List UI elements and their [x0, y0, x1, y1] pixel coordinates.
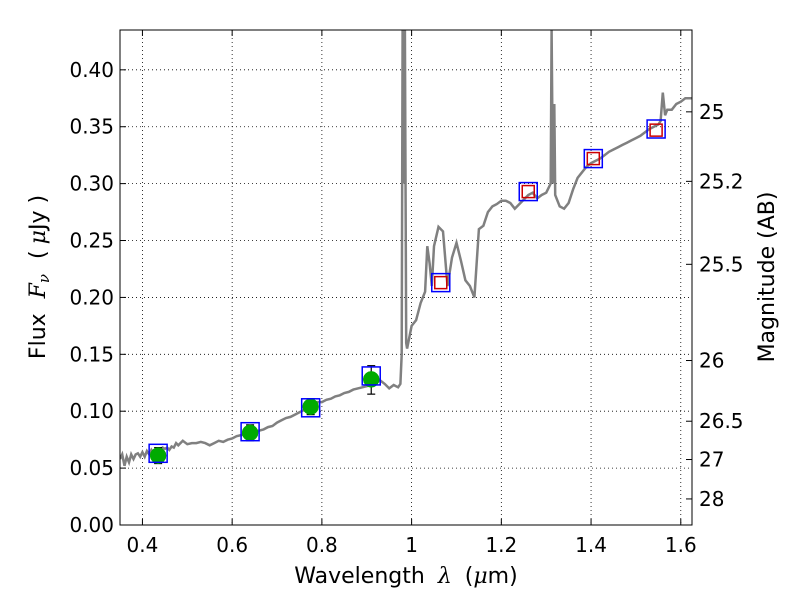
y-tick-label: 0.35 — [69, 115, 114, 139]
x-tick-label: 0.4 — [127, 533, 159, 557]
y-tick-label: 0.30 — [69, 172, 114, 196]
y-axis-label-symbol: F — [26, 282, 51, 299]
x-tick-label: 1 — [405, 533, 418, 557]
x-tick-label: 1.4 — [575, 533, 607, 557]
model-flux-square — [646, 119, 666, 139]
model-flux-square — [361, 366, 381, 386]
y2-tick-label: 25.5 — [699, 252, 744, 276]
y-tick-label: 0.10 — [69, 399, 114, 423]
y-tick-label: 0.40 — [69, 58, 114, 82]
prediction-square — [586, 151, 601, 166]
prediction-square — [521, 184, 536, 199]
y-axis-label-unit-rest: Jy ) — [26, 195, 51, 232]
x-tick-label: 1.2 — [485, 533, 517, 557]
observed-point — [302, 398, 319, 415]
y2-tick-label: 27 — [699, 448, 724, 472]
x-tick-label: 1.6 — [665, 533, 697, 557]
y2-tick-label: 28 — [699, 487, 724, 511]
observed-point — [362, 371, 380, 388]
y-axis-label: Flux Fν ( μJy ) — [26, 195, 55, 359]
x-axis-label-symbol: λ — [437, 564, 452, 589]
x-axis-label: Wavelength λ (μm) — [294, 564, 517, 589]
y-axis-label-symbol-sub: ν — [35, 274, 53, 283]
model-flux-square — [518, 181, 539, 202]
model-flux-square — [300, 398, 321, 418]
y2-tick-label: 26.5 — [699, 409, 744, 433]
axis-ticks: 0.4 0.6 0.8 1 1.2 1.4 1.6 0.00 0.05 0.10 0.15 0.20 0… — [69, 30, 744, 557]
x-axis-label-unit-symbol: μ — [473, 564, 487, 589]
model-flux-square — [583, 148, 604, 169]
x-tick-label: 0.6 — [216, 533, 248, 557]
y-tick-label: 0.00 — [69, 513, 114, 537]
y2-tick-label: 25 — [699, 100, 724, 124]
plot-frame — [119, 29, 693, 526]
y-axis-label-unit-open: ( — [26, 250, 51, 259]
y-axis-label-unit-symbol: μ — [26, 230, 51, 244]
y2-tick-label: 25.2 — [699, 169, 744, 193]
model-flux-square — [148, 443, 168, 464]
prediction-square — [649, 123, 663, 137]
y-tick-label: 0.20 — [69, 285, 114, 309]
y-axis-label-text: Flux — [26, 313, 51, 359]
prediction-square — [434, 275, 448, 290]
y-tick-label: 0.25 — [69, 229, 114, 253]
data-points — [148, 119, 666, 465]
model-flux-square — [431, 272, 451, 293]
x-axis-label-unit-open: ( — [465, 564, 474, 589]
model-spectrum — [120, 30, 692, 467]
x-tick-label: 0.8 — [306, 533, 338, 557]
y-tick-label: 0.15 — [69, 342, 114, 366]
model-flux-square — [240, 421, 260, 442]
y2-tick-label: 26 — [699, 349, 724, 373]
observed-point — [241, 424, 259, 442]
x-axis-label-unit-rest: m) — [488, 564, 518, 589]
y-tick-label: 0.05 — [69, 456, 114, 480]
observed-point — [149, 447, 167, 464]
x-axis-label-text: Wavelength — [294, 564, 425, 589]
spectrum-line — [120, 30, 692, 467]
y2-axis-label: Magnitude (AB) — [755, 192, 780, 363]
